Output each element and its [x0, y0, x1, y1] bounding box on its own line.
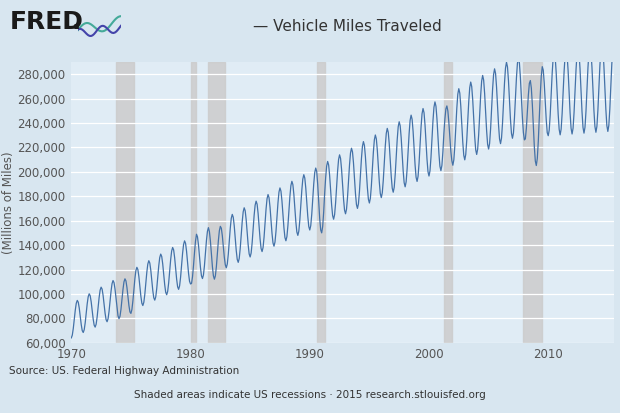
Text: .: .: [71, 10, 81, 34]
Bar: [190, 62, 197, 343]
Text: FRED: FRED: [9, 10, 83, 34]
Y-axis label: (Millions of Miles): (Millions of Miles): [2, 151, 15, 254]
Bar: [208, 62, 225, 343]
Bar: [116, 62, 134, 343]
Bar: [523, 62, 542, 343]
Text: — Vehicle Miles Traveled: — Vehicle Miles Traveled: [253, 19, 441, 33]
Bar: [317, 62, 325, 343]
Text: Source: US. Federal Highway Administration: Source: US. Federal Highway Administrati…: [9, 366, 239, 375]
Bar: [444, 62, 451, 343]
Text: Shaded areas indicate US recessions · 2015 research.stlouisfed.org: Shaded areas indicate US recessions · 20…: [134, 390, 486, 400]
